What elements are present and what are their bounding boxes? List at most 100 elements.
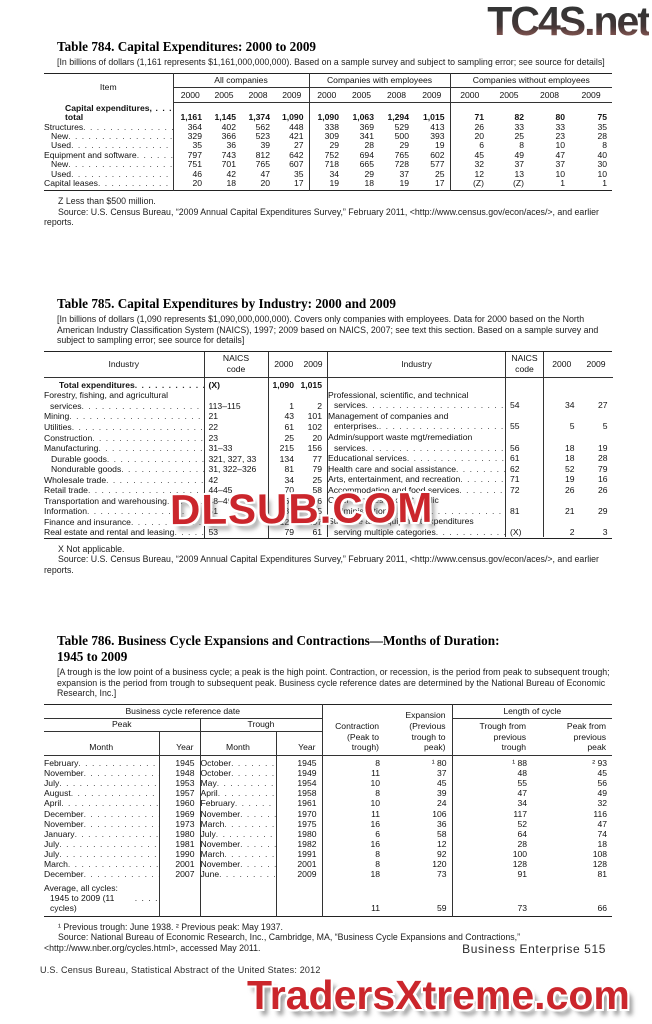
- value-cell: 28: [597, 131, 608, 142]
- table-785-left-half: Industry NAICS code 2000 2009 Total expe…: [44, 351, 327, 538]
- header-band-1: Business cycle reference date Contractio…: [44, 704, 613, 756]
- year-header: 2008: [379, 87, 414, 103]
- value-cell: 309: [308, 131, 344, 142]
- row-label: February: [44, 758, 79, 769]
- row-label: June: [200, 868, 220, 879]
- source-note: Source: National Bureau of Economic Rese…: [44, 932, 521, 953]
- contraction-cell: 8: [321, 788, 386, 799]
- header-line: previous: [573, 731, 607, 742]
- value-2009-cell: 101: [307, 411, 322, 422]
- expansion-cell: ¹ 80: [431, 758, 447, 769]
- row-label: August: [44, 788, 71, 799]
- dot-leader: [75, 829, 159, 839]
- value-cell: 1,294: [387, 112, 409, 123]
- value-cell: 369: [359, 121, 374, 132]
- value-cell: 529: [394, 121, 409, 132]
- value-cell: 27: [293, 140, 304, 151]
- expansion-cell: 106: [432, 808, 447, 819]
- dot-leader: [240, 859, 275, 869]
- table-786-footnotes: ¹ Previous trough: June 1938. ² Previous…: [44, 922, 612, 953]
- value-cell: (Z): [449, 178, 490, 191]
- row-label: Capital expenditures, total: [65, 104, 152, 123]
- value-cell: 8: [519, 140, 525, 151]
- header-year: Year: [158, 731, 200, 756]
- trough-from-previous-cell: 48: [451, 768, 533, 779]
- value-cell: 1,374: [248, 112, 270, 123]
- value-cell: 33: [555, 121, 566, 132]
- expansion-cell: 58: [436, 828, 447, 839]
- header-trough: Trough: [199, 718, 323, 732]
- header-peak: Peak: [44, 718, 200, 732]
- row-label: November: [44, 768, 84, 779]
- row-label-line: services: [334, 442, 366, 453]
- watermark-middle: DLSUB.COM: [169, 483, 434, 534]
- value-cell: 8: [602, 140, 608, 151]
- row-label: Durable goods: [51, 453, 107, 464]
- header-band-3: Month Year Month Year: [44, 731, 612, 756]
- value-cell: 728: [394, 159, 409, 170]
- peak-month-cell: July: [44, 778, 159, 788]
- value-2000-cell: 18: [543, 453, 580, 464]
- trough-month-cell: November: [199, 838, 276, 849]
- value-cell: 36: [226, 140, 236, 151]
- dot-leader: [216, 829, 276, 839]
- contraction-cell: 8: [321, 848, 386, 859]
- row-label-line: Forestry, fishing, and agricultural: [44, 390, 169, 401]
- value-cell: 448: [289, 121, 304, 132]
- trough-from-previous-cell: 64: [451, 828, 533, 839]
- value-2000-cell: 61: [267, 421, 299, 433]
- value-cell: 602: [430, 149, 445, 160]
- peak-month-cell: July: [44, 839, 159, 849]
- contraction-cell: 10: [321, 798, 386, 809]
- naics-header-line: NAICS: [222, 353, 250, 364]
- row-label: July: [44, 778, 60, 789]
- value-cell: 47: [555, 149, 566, 160]
- row-label: January: [44, 828, 75, 839]
- naics-header-line: NAICS: [511, 353, 538, 364]
- header-line: Expansion: [405, 710, 446, 721]
- row-label: Retail trade: [44, 485, 88, 496]
- row-label-line: Professional, scientific, and technical: [328, 389, 469, 400]
- table-row: Used 35 36 39 27 29 28 29 19 6 8 10 8: [44, 140, 612, 151]
- naics-code-cell: 42: [203, 474, 268, 486]
- value-2000-cell: 5: [543, 410, 580, 432]
- header-line: peak: [587, 742, 607, 753]
- value-cell: 607: [289, 159, 304, 170]
- value-cell: 701: [221, 159, 236, 170]
- value-2009-cell: 3: [602, 526, 608, 537]
- column-header-2009: 2009: [579, 351, 613, 378]
- dot-leader: [224, 849, 275, 859]
- naics-code-cell: (X): [505, 516, 544, 538]
- row-label: December: [44, 808, 84, 819]
- header-month: Month: [199, 731, 276, 756]
- trough-month-cell: March: [199, 848, 276, 859]
- value-2000-cell: 25: [267, 432, 299, 444]
- value-cell: 26: [449, 122, 490, 133]
- year-header: 2009: [275, 87, 309, 103]
- value-cell: 1: [560, 177, 566, 188]
- dot-leader: [68, 132, 172, 141]
- year-header: 2000: [173, 87, 207, 103]
- year-header: 2009: [414, 87, 451, 103]
- value-cell: 20: [172, 178, 207, 191]
- row-label: Equipment and software: [44, 150, 137, 160]
- value-cell: 49: [514, 149, 525, 160]
- header-year: Year: [275, 731, 323, 756]
- spacer-cell: [327, 377, 506, 390]
- row-label-line: Admin/support waste mgt/remediation: [328, 431, 473, 442]
- row-label: Capital leases: [44, 178, 98, 188]
- naics-code-cell: 113–115: [203, 390, 268, 412]
- row-label-cell: New: [44, 160, 173, 169]
- empty-cell: [158, 878, 200, 917]
- row-label: Used: [51, 169, 72, 179]
- value-cell: 19: [399, 177, 409, 188]
- peak-from-previous-cell: 81: [597, 868, 608, 879]
- table-row: Forestry, fishing, and agricultural servi…: [44, 390, 327, 412]
- peak-year-cell: 1981: [158, 838, 200, 849]
- value-cell: 765: [394, 149, 409, 160]
- expansion-cell: 37: [436, 768, 447, 779]
